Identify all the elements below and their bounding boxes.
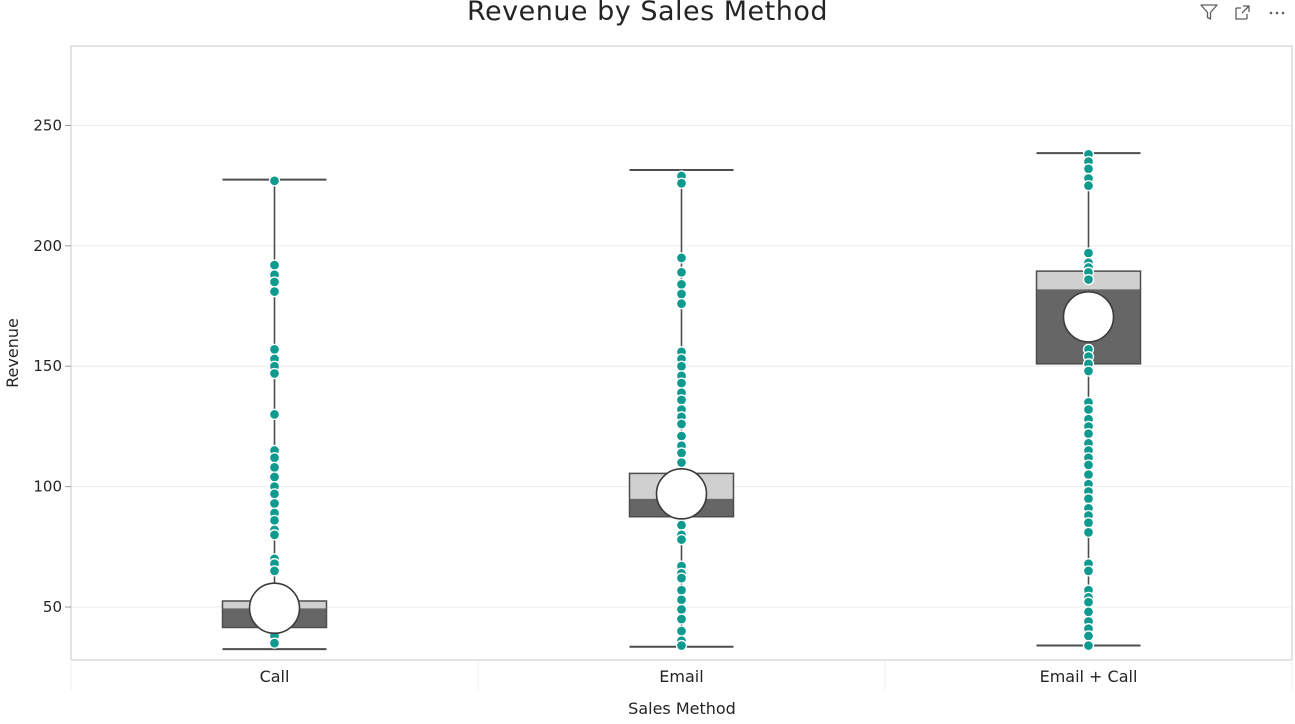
data-point: [675, 625, 688, 637]
data-point: [675, 639, 688, 652]
chart-title: Revenue by Sales Method: [466, 0, 829, 27]
data-point: [1082, 468, 1095, 481]
data-point: [268, 497, 281, 510]
data-point: [675, 519, 688, 531]
data-point: [268, 259, 281, 271]
data-point: [268, 367, 281, 380]
y-axis: 50 100 150 200 250: [33, 116, 71, 616]
data-point: [1082, 459, 1095, 471]
data-point: [675, 603, 688, 616]
data-point: [268, 488, 281, 500]
y-axis-title: Revenue: [3, 318, 22, 388]
data-point: [268, 637, 281, 649]
data-point: [268, 276, 281, 288]
data-point: [675, 613, 688, 625]
x-axis: Call Email Email + Call: [70, 660, 1293, 690]
data-point: [268, 285, 281, 298]
data-point: [1082, 526, 1095, 539]
data-point: [675, 594, 688, 606]
data-point: [268, 471, 281, 483]
data-point: [675, 252, 688, 264]
more-options-icon[interactable]: [1265, 0, 1289, 24]
data-point: [675, 572, 688, 584]
data-point: [1082, 606, 1095, 618]
plot-frame: [70, 45, 1293, 661]
x-tick-label: Call: [260, 667, 290, 686]
data-point: [675, 430, 688, 442]
data-point: [1082, 403, 1095, 416]
data-point: [675, 447, 688, 459]
data-point: [675, 584, 688, 596]
filter-icon[interactable]: [1197, 0, 1221, 24]
mean-marker: [1062, 291, 1115, 343]
data-point: [1082, 365, 1095, 377]
y-tick-label: 150: [33, 357, 62, 375]
data-point: [268, 514, 281, 526]
data-point: [675, 177, 688, 189]
data-point: [675, 456, 688, 469]
y-tick-label: 250: [33, 116, 62, 134]
mean-marker: [655, 468, 708, 520]
data-point: [1082, 493, 1095, 505]
data-point: [268, 565, 281, 577]
data-point: [268, 529, 281, 541]
data-point: [675, 360, 688, 372]
mean-markers: [248, 291, 1115, 635]
data-point: [1082, 639, 1095, 652]
x-axis-title: Sales Method: [628, 699, 736, 718]
data-point: [1082, 630, 1095, 642]
data-point: [1082, 273, 1095, 286]
data-point: [1082, 565, 1095, 577]
focus-mode-icon[interactable]: [1231, 0, 1255, 24]
x-tick-label: Email: [659, 667, 703, 686]
data-point: [675, 297, 688, 310]
data-point: [1082, 517, 1095, 529]
data-point: [675, 377, 688, 389]
data-points: [268, 148, 1095, 652]
data-point: [1082, 247, 1095, 259]
mean-marker: [248, 582, 301, 635]
data-point: [268, 452, 281, 464]
data-point: [675, 288, 688, 300]
data-point: [268, 343, 281, 356]
data-point: [1082, 180, 1095, 192]
data-point: [1082, 163, 1095, 175]
data-point: [1082, 428, 1095, 440]
visual-header: [1197, 0, 1289, 24]
y-tick-label: 100: [33, 478, 62, 496]
plot-border: [70, 45, 1293, 661]
data-point: [268, 461, 281, 474]
data-point: [675, 418, 688, 430]
data-point: [1082, 596, 1095, 608]
x-tick-label: Email + Call: [1040, 667, 1138, 686]
data-point: [268, 408, 281, 421]
data-point: [268, 175, 281, 187]
y-tick-label: 200: [33, 237, 62, 255]
data-point: [675, 394, 688, 406]
data-point: [675, 278, 688, 291]
data-point: [675, 266, 688, 278]
y-tick-label: 50: [43, 598, 62, 616]
data-point: [675, 533, 688, 546]
